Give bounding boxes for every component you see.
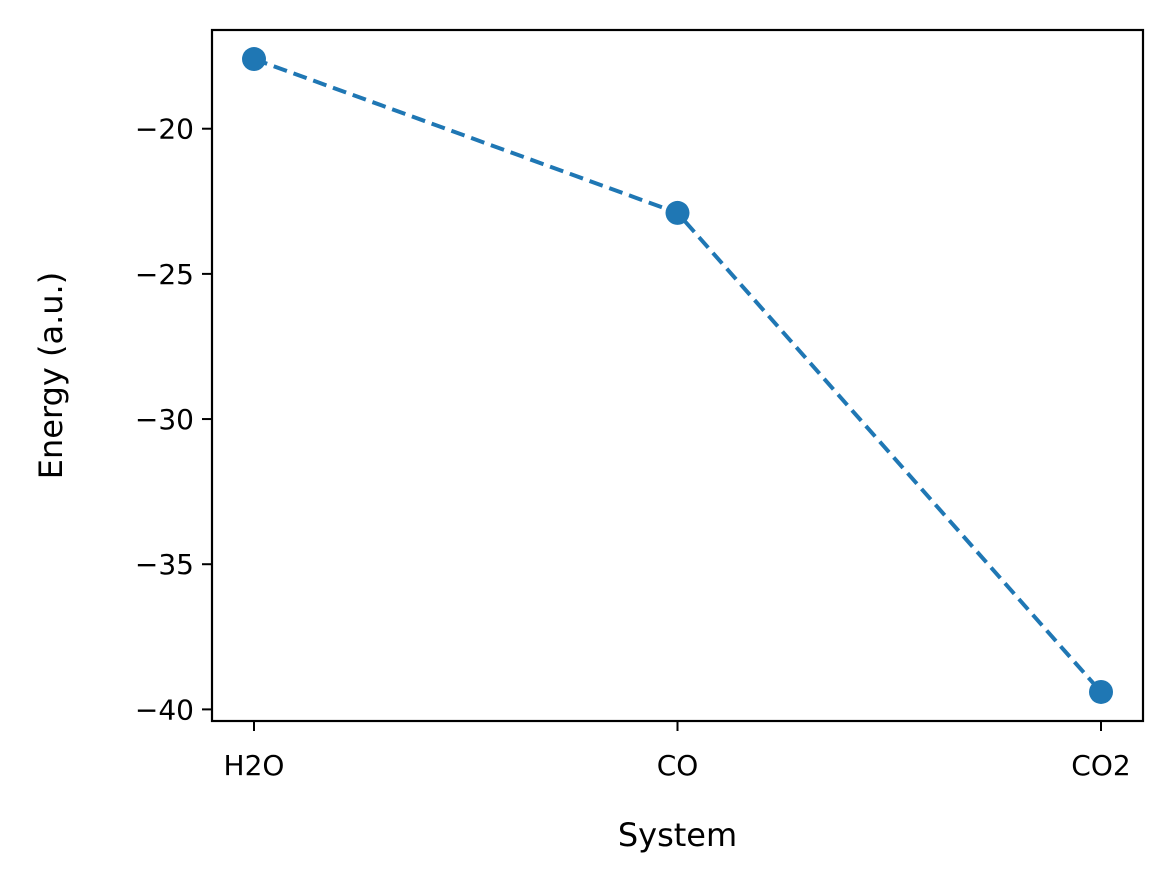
x-tick-label: CO2 [1071, 749, 1130, 782]
y-axis-label: Energy (a.u.) [32, 272, 70, 479]
y-tick-label: −40 [135, 693, 194, 726]
series-layer [242, 47, 1113, 704]
data-point-co2 [1089, 679, 1113, 704]
x-axis-label: System [618, 816, 737, 854]
y-tick-label: −30 [135, 403, 194, 436]
ticks-layer: H2O CO CO2 −20 −25 −30 −35 −40 [135, 113, 1131, 782]
x-tick-label: CO [657, 749, 699, 782]
series-line [253, 57, 1103, 694]
y-tick-label: −35 [135, 548, 194, 581]
y-tick-label: −20 [135, 113, 194, 146]
x-tick-label: H2O [224, 749, 285, 782]
data-point-co [665, 200, 690, 225]
y-tick-label: −25 [135, 258, 194, 291]
data-point-h2o [242, 47, 266, 72]
plot-frame [210, 28, 1145, 723]
